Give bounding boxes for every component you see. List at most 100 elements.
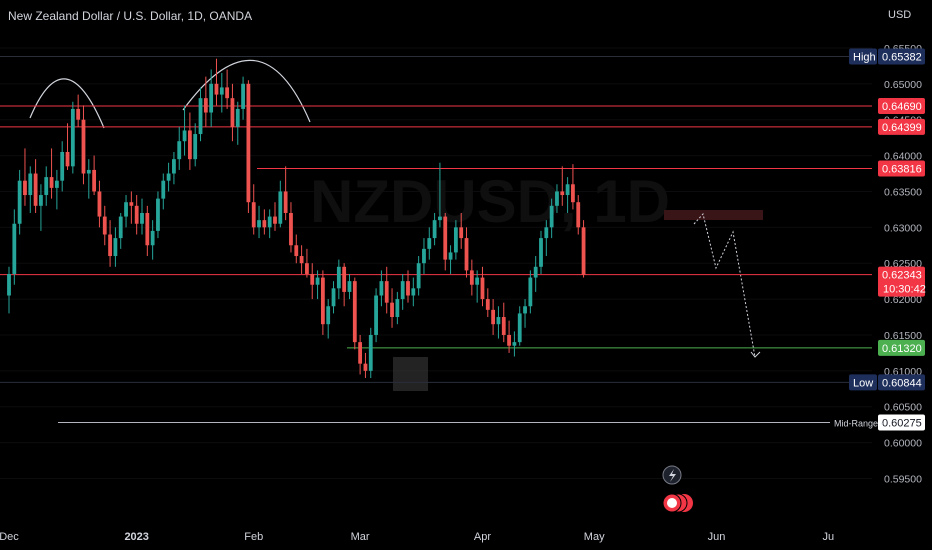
candle[interactable] — [507, 320, 511, 353]
candle[interactable] — [294, 234, 299, 264]
candle[interactable] — [230, 83, 235, 142]
candle[interactable] — [517, 306, 522, 346]
candle[interactable] — [395, 291, 400, 325]
candle[interactable] — [44, 166, 49, 206]
candle[interactable] — [187, 112, 192, 170]
candle[interactable] — [12, 209, 17, 285]
candle[interactable] — [379, 270, 384, 307]
candle[interactable] — [299, 245, 304, 274]
candle[interactable] — [305, 248, 309, 278]
price-label[interactable]: 0.62343 10:30:42 — [878, 266, 926, 297]
candle[interactable] — [539, 230, 543, 274]
candle[interactable] — [459, 212, 464, 249]
candle[interactable] — [150, 220, 155, 260]
candle[interactable] — [571, 164, 575, 210]
candle[interactable] — [427, 227, 432, 260]
candle[interactable] — [60, 141, 65, 192]
candle[interactable] — [416, 256, 421, 296]
candle[interactable] — [129, 191, 134, 224]
candle[interactable] — [528, 270, 533, 314]
candle[interactable] — [358, 334, 363, 375]
candle[interactable] — [400, 273, 405, 310]
events-icons[interactable] — [662, 465, 693, 513]
candle[interactable] — [576, 195, 581, 235]
candle[interactable] — [28, 166, 33, 213]
candle[interactable] — [289, 202, 293, 253]
candle[interactable] — [283, 166, 288, 221]
candle[interactable] — [443, 212, 448, 271]
candle[interactable] — [501, 302, 506, 343]
candle[interactable] — [523, 299, 527, 328]
candle[interactable] — [113, 227, 118, 267]
price-label[interactable]: 0.60844 Low — [849, 374, 925, 391]
price-label[interactable]: 0.61320 — [878, 339, 925, 356]
candle[interactable] — [65, 123, 70, 170]
candle[interactable] — [70, 101, 75, 174]
candle[interactable] — [92, 155, 97, 196]
candle[interactable] — [262, 209, 267, 235]
candle[interactable] — [278, 180, 283, 228]
candle[interactable] — [453, 220, 458, 260]
candle[interactable] — [219, 73, 224, 113]
candle[interactable] — [193, 123, 198, 167]
candle[interactable] — [108, 220, 112, 267]
candle[interactable] — [560, 166, 565, 206]
candle[interactable] — [124, 195, 128, 228]
candle[interactable] — [182, 105, 187, 156]
candle[interactable] — [549, 198, 554, 239]
candle[interactable] — [118, 212, 123, 249]
candle[interactable] — [97, 180, 102, 228]
candle[interactable] — [177, 126, 182, 170]
price-label[interactable]: 0.63816 — [878, 160, 925, 177]
candle[interactable] — [81, 105, 86, 185]
candle[interactable] — [475, 270, 480, 303]
candle[interactable] — [241, 76, 245, 120]
price-label[interactable]: 0.65382 High — [849, 48, 925, 65]
candle[interactable] — [273, 202, 277, 231]
candle[interactable] — [257, 205, 261, 239]
candle[interactable] — [544, 220, 549, 257]
candle[interactable] — [235, 101, 240, 145]
candle[interactable] — [363, 352, 368, 379]
candle[interactable] — [422, 238, 426, 274]
candle[interactable] — [374, 288, 378, 343]
candle[interactable] — [342, 263, 347, 307]
candle[interactable] — [76, 94, 81, 127]
candle[interactable] — [368, 327, 373, 379]
candle[interactable] — [251, 184, 256, 235]
currency-label[interactable]: USD — [888, 9, 912, 21]
candle[interactable] — [533, 256, 538, 292]
candle[interactable] — [555, 184, 559, 213]
candle[interactable] — [448, 245, 453, 274]
candle[interactable] — [310, 263, 315, 300]
candle[interactable] — [326, 299, 331, 339]
candle[interactable] — [406, 270, 410, 303]
candle[interactable] — [134, 195, 139, 235]
candle[interactable] — [438, 162, 442, 228]
candle[interactable] — [156, 191, 160, 239]
candle[interactable] — [496, 306, 501, 339]
candle[interactable] — [469, 259, 474, 296]
candle[interactable] — [172, 151, 176, 185]
candle[interactable] — [33, 159, 38, 213]
candle[interactable] — [140, 198, 144, 235]
candle[interactable] — [315, 270, 320, 300]
price-label[interactable]: 0.64399 — [878, 118, 925, 135]
candle[interactable] — [352, 277, 357, 350]
candle[interactable] — [411, 277, 416, 307]
candle[interactable] — [267, 209, 272, 239]
candle[interactable] — [336, 259, 341, 300]
candle[interactable] — [145, 205, 150, 257]
candle[interactable] — [86, 159, 91, 199]
candle[interactable] — [347, 273, 352, 300]
candle[interactable] — [17, 169, 22, 235]
candle[interactable] — [225, 69, 230, 109]
candle[interactable] — [390, 288, 394, 328]
candle[interactable] — [491, 299, 496, 335]
candle[interactable] — [209, 69, 214, 127]
candle[interactable] — [331, 281, 336, 314]
candle[interactable] — [7, 266, 11, 314]
candle[interactable] — [214, 58, 219, 106]
